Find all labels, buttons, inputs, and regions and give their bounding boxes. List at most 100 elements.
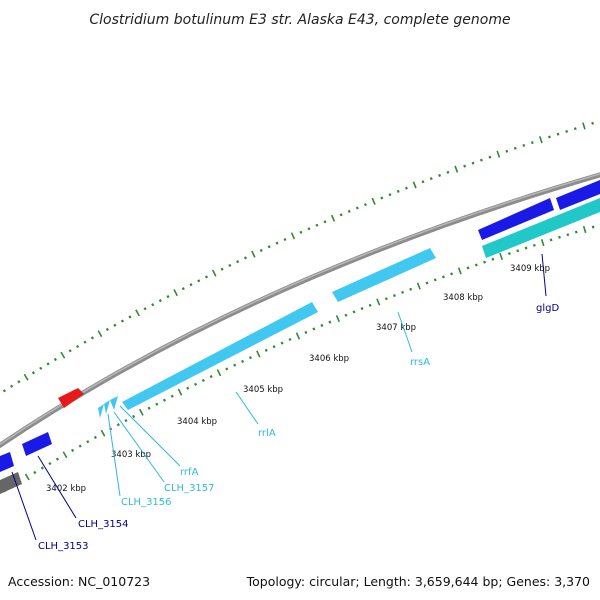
ruler-label: 3405 kbp: [243, 385, 283, 395]
ruler-tick: [31, 371, 35, 375]
ruler-tick: [530, 141, 534, 145]
ruler-tick: [243, 256, 248, 260]
ruler-tick: [355, 206, 359, 210]
ruler-tick: [86, 440, 90, 444]
feature-label-CLH-3154[interactable]: CLH_3154: [78, 519, 129, 530]
feature-label-CLH-3153[interactable]: CLH_3153: [38, 541, 89, 552]
leader-rrsA: [397, 311, 413, 353]
inner-track: [0, 198, 600, 494]
ruler-label: 3407 kbp: [376, 323, 416, 333]
ruler-tick: [166, 295, 170, 299]
ruler-tick: [17, 380, 21, 384]
ruler-tick: [236, 260, 240, 264]
ruler-tick: [143, 307, 147, 311]
ruler-tick: [360, 307, 364, 311]
ruler-tick: [409, 287, 413, 291]
ruler-ticks: [2, 119, 600, 493]
ruler-tick: [412, 181, 417, 189]
ruler-tick: [457, 267, 462, 275]
feature-red-cds[interactable]: [58, 388, 84, 408]
ruler-tick: [304, 330, 308, 334]
ruler-tick: [162, 398, 167, 402]
ruler-tick: [53, 357, 57, 362]
ruler-tick: [404, 186, 408, 190]
ruler-tick: [315, 223, 319, 227]
ruler-tick: [312, 327, 316, 331]
feature-rrlA[interactable]: [122, 302, 318, 410]
leader-CLH-3157: [113, 411, 165, 483]
ruler-tick: [60, 351, 66, 359]
ruler-tick: [532, 243, 536, 247]
ruler-tick: [267, 245, 271, 249]
feature-label-rrsA[interactable]: rrsA: [410, 357, 430, 368]
ruler-tick: [241, 359, 245, 363]
feature-label-rrlA[interactable]: rrlA: [258, 428, 276, 439]
feature-label-glgD[interactable]: glgD: [536, 303, 559, 314]
ruler-tick: [189, 283, 193, 287]
ruler-tick: [376, 298, 381, 306]
ruler-tick: [197, 279, 201, 283]
feature-cds-upper-right[interactable]: [556, 180, 600, 210]
ruler-tick: [135, 309, 140, 317]
ruler-tick: [33, 470, 37, 475]
ruler-tick: [151, 303, 155, 307]
ruler-tick: [295, 332, 301, 340]
feature-rrsA[interactable]: [332, 248, 436, 302]
feature-label-CLH-3157[interactable]: CLH_3157: [164, 483, 215, 494]
ruler-tick: [347, 209, 351, 213]
ruler-tick: [574, 230, 578, 234]
ruler-tick: [228, 263, 232, 267]
ruler-tick: [71, 448, 75, 452]
ruler-tick: [330, 214, 336, 222]
ruler-tick: [352, 310, 356, 314]
ruler-tick: [2, 389, 6, 393]
ruler-tick: [548, 135, 551, 139]
ruler-tick: [446, 170, 450, 174]
ruler-tick: [256, 350, 261, 358]
ruler-tick: [251, 250, 256, 258]
ruler-tick: [363, 203, 367, 207]
feature-CLH-3157[interactable]: [104, 400, 110, 414]
map-title: Clostridium botulinum E3 str. Alaska E43…: [89, 12, 510, 28]
ruler-tick: [558, 235, 561, 239]
ruler-tick: [173, 289, 178, 297]
ruler-tick: [113, 323, 117, 327]
ruler-tick: [388, 193, 392, 197]
ruler-tick: [280, 341, 284, 345]
ruler-tick: [429, 177, 433, 181]
ruler-tick: [48, 461, 52, 466]
ruler-tick: [491, 257, 495, 261]
feature-label-CLH-3156[interactable]: CLH_3156: [121, 497, 172, 508]
feature-rrfA[interactable]: [110, 396, 118, 410]
ruler-label: 3406 kbp: [309, 354, 349, 364]
feature-CLH-3153[interactable]: [0, 452, 14, 472]
genome-summary-text: Topology: circular; Length: 3,659,644 bp…: [246, 574, 590, 589]
ruler-tick: [288, 337, 292, 342]
feature-CLH-3154[interactable]: [22, 432, 52, 456]
feature-labels: CLH_3153 CLH_3154 CLH_3156 CLH_3157 rrfA…: [38, 303, 559, 552]
ruler-tick: [100, 429, 106, 437]
feature-CLH-3156[interactable]: [98, 404, 104, 418]
ruler-tick: [483, 260, 486, 264]
ruler-tick: [401, 290, 405, 294]
ruler-tick: [55, 457, 60, 461]
ruler-tick: [505, 149, 509, 153]
ruler-tick: [396, 189, 400, 193]
ruler-tick: [299, 230, 303, 234]
ruler-tick: [522, 143, 526, 147]
ruler-tick: [499, 252, 503, 260]
ruler-tick: [170, 394, 174, 398]
ruler-tick: [513, 146, 517, 150]
feature-teal-cds[interactable]: [482, 198, 600, 258]
ruler-tick: [582, 122, 586, 130]
ruler-tick: [438, 173, 442, 177]
ruler-tick: [40, 466, 44, 470]
feature-glgD-cds[interactable]: [478, 198, 554, 240]
ruler-tick: [24, 473, 30, 481]
ruler-tick: [116, 423, 120, 427]
leader-rrfA: [119, 405, 181, 467]
feature-gray-cds[interactable]: [0, 472, 22, 494]
ruler-tick: [220, 267, 224, 271]
feature-label-rrfA[interactable]: rrfA: [180, 467, 199, 478]
